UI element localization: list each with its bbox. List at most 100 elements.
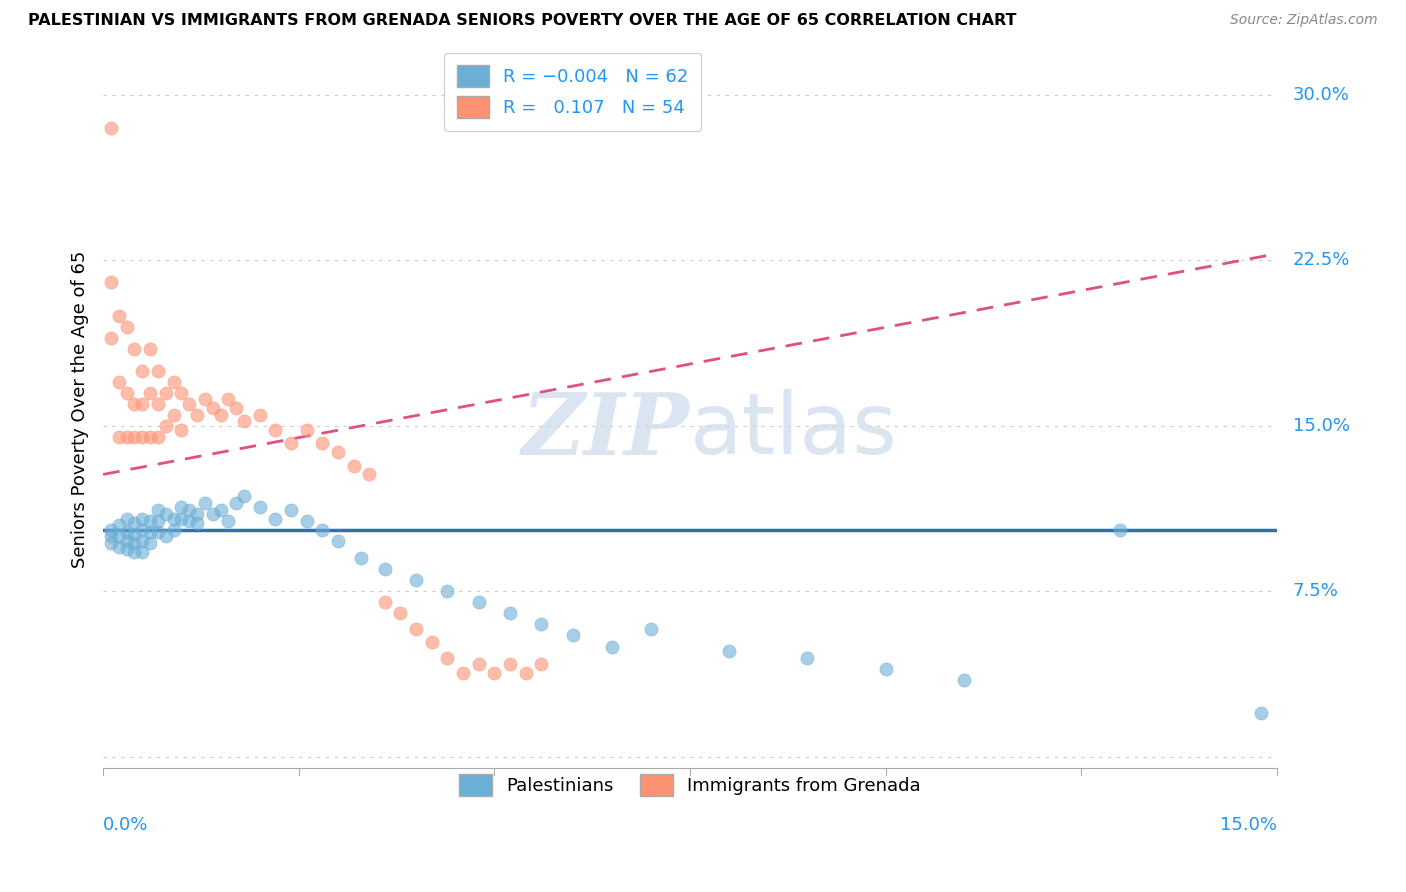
Point	[389, 607, 412, 621]
Point	[115, 524, 138, 539]
Point	[451, 665, 474, 680]
Point	[124, 342, 146, 356]
Point	[326, 445, 349, 459]
Point	[107, 309, 129, 323]
Point	[146, 514, 169, 528]
Point	[115, 430, 138, 444]
Point	[146, 502, 169, 516]
Point	[194, 496, 217, 510]
Point	[600, 640, 623, 654]
Point	[131, 430, 153, 444]
Point	[295, 423, 318, 437]
Point	[186, 507, 208, 521]
Point	[280, 502, 302, 516]
Point	[420, 635, 443, 649]
Point	[484, 665, 506, 680]
Point	[100, 120, 122, 135]
Point	[124, 516, 146, 530]
Point	[499, 607, 522, 621]
Point	[209, 408, 232, 422]
Text: Source: ZipAtlas.com: Source: ZipAtlas.com	[1230, 13, 1378, 28]
Point	[225, 496, 247, 510]
Text: ZIP: ZIP	[522, 389, 690, 473]
Point	[115, 511, 138, 525]
Point	[374, 562, 396, 576]
Point	[107, 430, 129, 444]
Point	[264, 423, 287, 437]
Legend: Palestinians, Immigrants from Grenada: Palestinians, Immigrants from Grenada	[446, 762, 934, 809]
Point	[405, 622, 427, 636]
Point	[146, 430, 169, 444]
Point	[194, 392, 217, 407]
Point	[131, 364, 153, 378]
Point	[170, 500, 193, 515]
Text: 30.0%: 30.0%	[1292, 86, 1350, 103]
Point	[162, 408, 184, 422]
Point	[155, 507, 177, 521]
Point	[179, 397, 201, 411]
Point	[405, 574, 427, 588]
Point	[155, 529, 177, 543]
Point	[155, 418, 177, 433]
Point	[162, 375, 184, 389]
Point	[359, 467, 381, 482]
Point	[146, 397, 169, 411]
Point	[640, 622, 662, 636]
Point	[201, 507, 224, 521]
Point	[115, 319, 138, 334]
Point	[233, 490, 256, 504]
Point	[374, 595, 396, 609]
Point	[162, 523, 184, 537]
Point	[179, 514, 201, 528]
Point	[124, 527, 146, 541]
Text: 15.0%: 15.0%	[1220, 816, 1277, 834]
Point	[124, 430, 146, 444]
Point	[499, 657, 522, 672]
Point	[100, 529, 122, 543]
Point	[209, 502, 232, 516]
Text: 0.0%: 0.0%	[103, 816, 149, 834]
Point	[155, 385, 177, 400]
Point	[561, 628, 583, 642]
Point	[350, 551, 373, 566]
Text: atlas: atlas	[690, 389, 898, 472]
Point	[217, 514, 239, 528]
Point	[146, 364, 169, 378]
Point	[342, 458, 364, 473]
Point	[107, 375, 129, 389]
Point	[115, 533, 138, 548]
Point	[311, 436, 333, 450]
Point	[295, 514, 318, 528]
Point	[201, 401, 224, 416]
Point	[186, 516, 208, 530]
Point	[326, 533, 349, 548]
Text: 7.5%: 7.5%	[1292, 582, 1339, 600]
Point	[100, 536, 122, 550]
Point	[131, 533, 153, 548]
Point	[436, 650, 458, 665]
Point	[264, 511, 287, 525]
Point	[107, 529, 129, 543]
Text: PALESTINIAN VS IMMIGRANTS FROM GRENADA SENIORS POVERTY OVER THE AGE OF 65 CORREL: PALESTINIAN VS IMMIGRANTS FROM GRENADA S…	[28, 13, 1017, 29]
Point	[139, 342, 162, 356]
Point	[280, 436, 302, 450]
Point	[515, 665, 537, 680]
Point	[436, 584, 458, 599]
Point	[115, 542, 138, 557]
Point	[124, 536, 146, 550]
Point	[170, 511, 193, 525]
Point	[100, 330, 122, 344]
Point	[1250, 706, 1272, 720]
Point	[139, 514, 162, 528]
Point	[131, 397, 153, 411]
Point	[131, 523, 153, 537]
Point	[139, 385, 162, 400]
Point	[139, 524, 162, 539]
Point	[170, 423, 193, 437]
Point	[530, 617, 553, 632]
Point	[124, 397, 146, 411]
Point	[170, 385, 193, 400]
Point	[796, 650, 818, 665]
Point	[124, 544, 146, 558]
Point	[146, 524, 169, 539]
